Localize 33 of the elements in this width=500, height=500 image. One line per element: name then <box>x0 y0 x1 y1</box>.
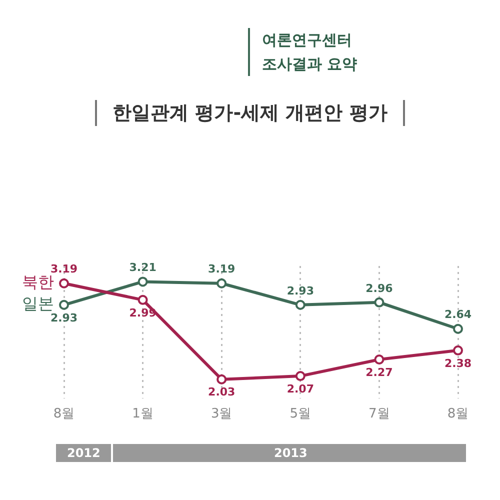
x-tick-label: 3월 <box>210 406 232 422</box>
point <box>138 276 148 287</box>
point <box>374 354 384 365</box>
data-label: 2.07 <box>286 382 314 396</box>
point <box>453 345 463 356</box>
timeline-ribbon: 2012 2013 <box>56 444 466 462</box>
data-label: 2.64 <box>444 308 472 322</box>
point <box>216 374 227 384</box>
data-label: 2.96 <box>366 282 394 295</box>
point <box>374 297 384 308</box>
data-label: 2.38 <box>444 356 472 370</box>
point <box>59 278 69 288</box>
point <box>59 300 69 310</box>
x-tick-label: 1월 <box>132 406 154 422</box>
point <box>216 278 227 288</box>
x-tick-label: 8월 <box>447 406 469 422</box>
chart-subtitle: 여론연구센터 <box>262 30 353 51</box>
data-label: 2.93 <box>50 311 78 324</box>
x-tick-label: 7월 <box>368 406 390 422</box>
point <box>295 300 306 310</box>
data-label: 2.27 <box>366 366 393 379</box>
x-tick-label: 5월 <box>290 406 312 422</box>
text: 조사결과 요약 <box>262 54 358 75</box>
point <box>138 294 148 305</box>
chart-title: 한일관계 평가-세제 개편안 평가 <box>94 100 406 126</box>
data-label: 2.93 <box>286 284 314 298</box>
data-label: 3.19 <box>208 262 236 276</box>
series-label: 일본 <box>22 294 54 314</box>
data-label: 3.21 <box>129 261 156 274</box>
data-label: 2.03 <box>208 386 236 399</box>
point <box>453 324 463 334</box>
point <box>295 371 306 382</box>
x-tick-label: 8월 <box>53 406 75 422</box>
